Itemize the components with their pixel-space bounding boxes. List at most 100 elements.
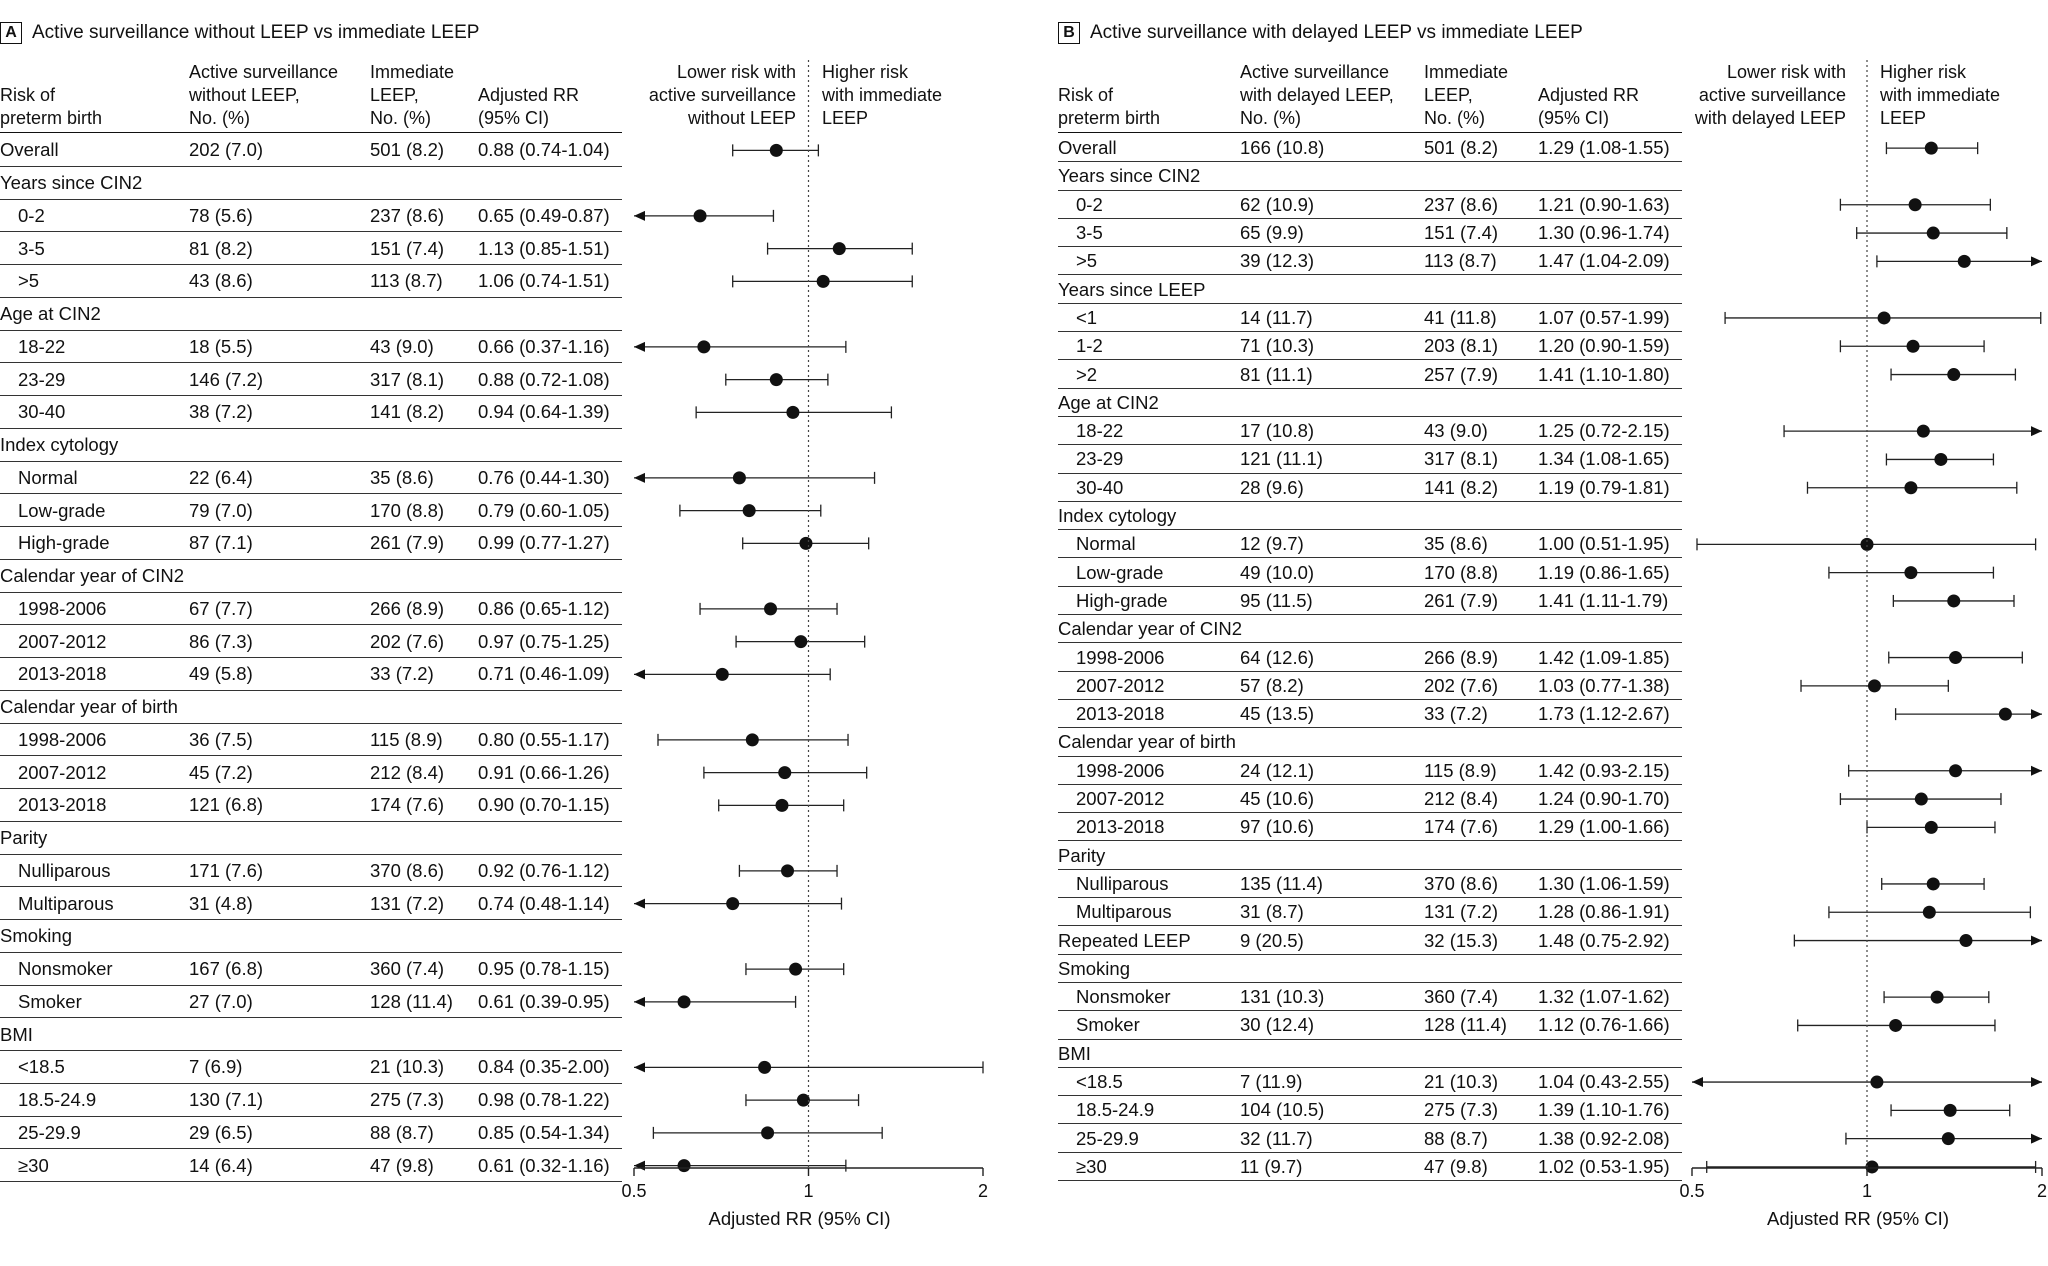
group-label: Calendar year of birth bbox=[0, 696, 178, 718]
immediate-leep-cell: 115 (8.9) bbox=[1424, 759, 1497, 781]
row-divider bbox=[1058, 1066, 1682, 1068]
active-surveillance-cell: 49 (10.0) bbox=[1240, 561, 1315, 583]
group-label: Calendar year of CIN2 bbox=[0, 565, 185, 587]
table-row: 18-22 17 (10.8) 43 (9.0) 1.25 (0.72-2.15) bbox=[1058, 417, 1682, 446]
row-divider bbox=[1058, 642, 1682, 644]
ci-arrow-left bbox=[634, 898, 645, 909]
higher-risk-label: Higher risk with immediate LEEP bbox=[1880, 62, 2001, 128]
row-label: 18-22 bbox=[1076, 420, 1124, 442]
table-row: 1998-2006 36 (7.5) 115 (8.9) 0.80 (0.55-1.1… bbox=[0, 724, 622, 757]
ci-arrow-left bbox=[634, 1160, 645, 1171]
table-row: Low-grade 49 (10.0) 170 (8.8) 1.19 (0.86-1.… bbox=[1058, 559, 1682, 587]
row-label: Multiparous bbox=[18, 892, 114, 914]
adjusted-rr-cell: 1.21 (0.90-1.63) bbox=[1538, 193, 1670, 215]
row-divider bbox=[1058, 1180, 1682, 1182]
active-surveillance-cell: 86 (7.3) bbox=[189, 630, 253, 652]
adjusted-rr-cell: 1.04 (0.43-2.55) bbox=[1538, 1071, 1670, 1093]
group-label: Age at CIN2 bbox=[0, 303, 101, 325]
rr-point bbox=[794, 635, 808, 649]
adjusted-rr-cell: 1.02 (0.53-1.95) bbox=[1538, 1155, 1670, 1177]
table-row: 1998-2006 67 (7.7) 266 (8.9) 0.86 (0.65-1.1… bbox=[0, 593, 622, 626]
row-label: ≥30 bbox=[18, 1154, 49, 1176]
row-label: 0-2 bbox=[1076, 193, 1103, 215]
active-surveillance-cell: 39 (12.3) bbox=[1240, 250, 1315, 272]
header-active: Active surveillance with delayed LEEP, N… bbox=[1240, 62, 1394, 128]
row-label: 2013-2018 bbox=[1076, 703, 1165, 725]
adjusted-rr-cell: 0.74 (0.48-1.14) bbox=[478, 892, 610, 914]
active-surveillance-cell: 30 (12.4) bbox=[1240, 1014, 1315, 1036]
higher-risk-label: Higher risk with immediate LEEP bbox=[822, 62, 943, 128]
active-surveillance-cell: 7 (11.9) bbox=[1240, 1071, 1303, 1093]
immediate-leep-cell: 88 (8.7) bbox=[370, 1121, 434, 1143]
adjusted-rr-cell: 0.99 (0.77-1.27) bbox=[478, 532, 610, 554]
immediate-leep-cell: 202 (7.6) bbox=[370, 630, 445, 652]
immediate-leep-cell: 47 (9.8) bbox=[1424, 1155, 1488, 1177]
row-label: Nulliparous bbox=[18, 859, 111, 881]
active-surveillance-cell: 11 (9.7) bbox=[1240, 1155, 1303, 1177]
immediate-leep-cell: 32 (15.3) bbox=[1424, 929, 1499, 951]
row-label: 30-40 bbox=[18, 401, 66, 423]
immediate-leep-cell: 266 (8.9) bbox=[370, 597, 445, 619]
active-surveillance-cell: 7 (6.9) bbox=[189, 1056, 243, 1078]
row-label: High-grade bbox=[18, 532, 110, 554]
group-header-row: Smoking bbox=[0, 920, 622, 953]
row-divider bbox=[1058, 1038, 1682, 1040]
row-label: 1998-2006 bbox=[18, 728, 107, 750]
active-surveillance-cell: 67 (7.7) bbox=[189, 597, 253, 619]
row-divider bbox=[1058, 670, 1682, 672]
table-row: 2007-2012 45 (10.6) 212 (8.4) 1.24 (0.90-1.… bbox=[1058, 785, 1682, 814]
x-tick-label: 0.5 bbox=[1679, 1181, 1704, 1201]
row-label: Nulliparous bbox=[1076, 872, 1169, 894]
row-divider bbox=[0, 689, 622, 691]
x-axis-label: Adjusted RR (95% CI) bbox=[1767, 1208, 1949, 1229]
row-divider bbox=[0, 329, 622, 331]
rr-point bbox=[832, 242, 846, 256]
group-label: Calendar year of birth bbox=[1058, 731, 1236, 753]
group-label: Calendar year of CIN2 bbox=[1058, 618, 1243, 640]
group-header-row: Calendar year of CIN2 bbox=[1058, 615, 1682, 644]
row-label: 18.5-24.9 bbox=[1076, 1099, 1155, 1121]
group-header-row: Calendar year of birth bbox=[0, 691, 622, 724]
panel-a-title: Active surveillance without LEEP vs imme… bbox=[32, 22, 480, 43]
table-row: 25-29.9 29 (6.5) 88 (8.7) 0.85 (0.54-1.34) bbox=[0, 1117, 622, 1150]
header-rule bbox=[0, 132, 622, 133]
rr-point bbox=[1943, 1103, 1957, 1117]
rr-point bbox=[732, 471, 746, 485]
row-label: 2007-2012 bbox=[18, 761, 107, 783]
header-immediate: Immediate LEEP, No. (%) bbox=[370, 62, 455, 128]
row-divider bbox=[1058, 500, 1682, 502]
immediate-leep-cell: 202 (7.6) bbox=[1424, 674, 1499, 696]
table-row: Nulliparous 135 (11.4) 370 (8.6) 1.30 (1.06… bbox=[1058, 870, 1682, 899]
table-row: <18.5 7 (6.9) 21 (10.3) 0.84 (0.35-2.00) bbox=[0, 1051, 622, 1084]
active-surveillance-cell: 121 (6.8) bbox=[189, 794, 264, 816]
active-surveillance-cell: 31 (8.7) bbox=[1240, 901, 1304, 923]
row-label: 2007-2012 bbox=[18, 630, 107, 652]
table-row: High-grade 87 (7.1) 261 (7.9) 0.99 (0.77-1.… bbox=[0, 527, 622, 560]
active-surveillance-cell: 81 (11.1) bbox=[1240, 363, 1313, 385]
immediate-leep-cell: 317 (8.1) bbox=[370, 368, 445, 390]
immediate-leep-cell: 151 (7.4) bbox=[370, 237, 445, 259]
active-surveillance-cell: 29 (6.5) bbox=[189, 1121, 253, 1143]
row-divider bbox=[0, 591, 622, 593]
immediate-leep-cell: 501 (8.2) bbox=[370, 139, 445, 161]
active-surveillance-cell: 14 (11.7) bbox=[1240, 306, 1313, 328]
group-label: Smoking bbox=[1058, 957, 1130, 979]
rr-point bbox=[1914, 792, 1928, 806]
row-label: 23-29 bbox=[1076, 448, 1124, 470]
rr-point bbox=[1922, 905, 1936, 919]
row-divider bbox=[0, 984, 622, 986]
active-surveillance-cell: 27 (7.0) bbox=[189, 990, 253, 1012]
row-divider bbox=[0, 1082, 622, 1084]
table-row: Multiparous 31 (4.8) 131 (7.2) 0.74 (0.48-1… bbox=[0, 887, 622, 920]
header-rule bbox=[1058, 132, 1682, 133]
table-row: 2007-2012 86 (7.3) 202 (7.6) 0.97 (0.75-1.2… bbox=[0, 625, 622, 658]
rr-point bbox=[677, 1159, 691, 1173]
immediate-leep-cell: 43 (9.0) bbox=[370, 335, 434, 357]
immediate-leep-cell: 128 (11.4) bbox=[1424, 1014, 1507, 1036]
active-surveillance-cell: 24 (12.1) bbox=[1240, 759, 1315, 781]
active-surveillance-cell: 9 (20.5) bbox=[1240, 929, 1304, 951]
active-surveillance-cell: 135 (11.4) bbox=[1240, 872, 1323, 894]
row-divider bbox=[1058, 1095, 1682, 1097]
active-surveillance-cell: 22 (6.4) bbox=[189, 466, 253, 488]
immediate-leep-cell: 141 (8.2) bbox=[370, 401, 445, 423]
